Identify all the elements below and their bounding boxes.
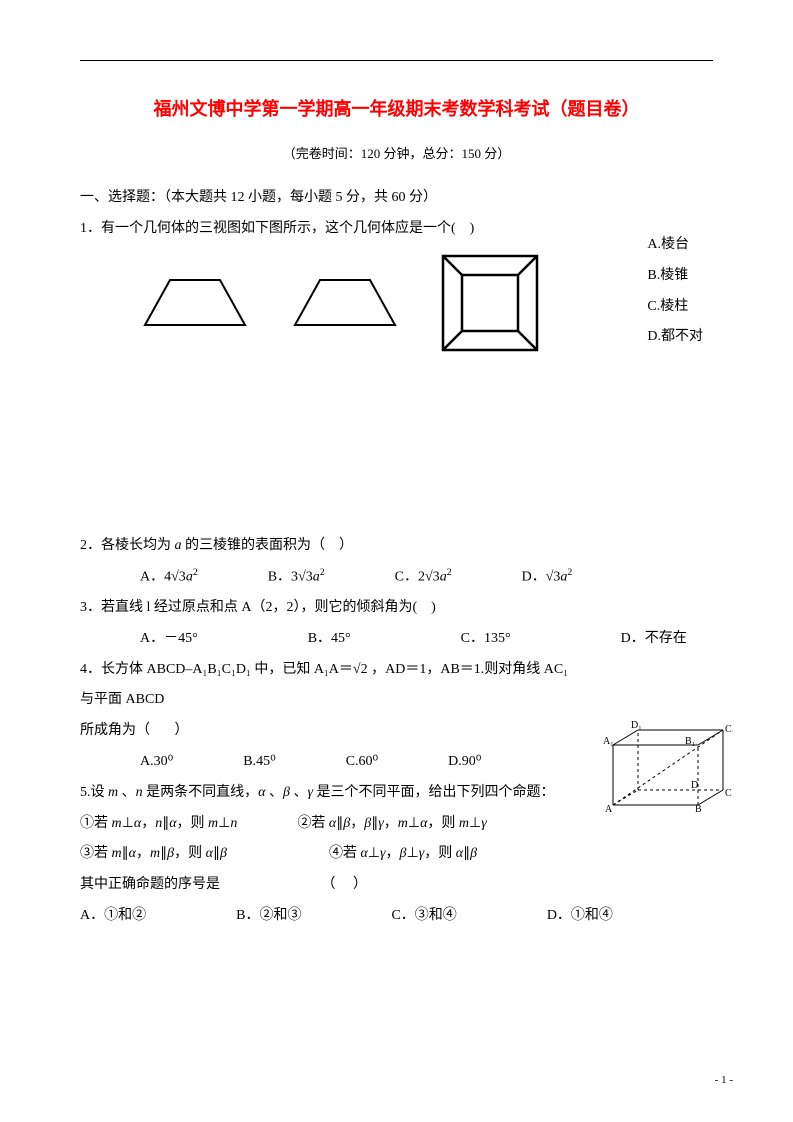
spacer [80, 361, 713, 531]
q2-var: a [175, 538, 182, 553]
q2-suffix: 的三棱锥的表面积为（ ） [182, 538, 354, 553]
q5-stmt-4: ④若 α⊥γ，β⊥γ，则 α∥β [329, 839, 477, 870]
top-rule [80, 60, 713, 61]
q3-option-d: D．不存在 [621, 624, 687, 655]
q4-option-a: A.30⁰ [140, 747, 173, 778]
svg-text:C₁: C₁ [725, 724, 733, 735]
q5-option-b: B．②和③ [236, 901, 301, 932]
section-1-heading: 一、选择题：（本大题共 12 小题，每小题 5 分，共 60 分） [80, 183, 713, 214]
q5-option-d: D．①和④ [547, 901, 613, 932]
q4-option-c: C.60⁰ [346, 747, 378, 778]
q5-options: A．①和② B．②和③ C．③和④ D．①和④ [80, 901, 713, 932]
question-3: 3．若直线 l 经过原点和点 A（2，2），则它的倾斜角为( ) [80, 593, 713, 624]
svg-text:A₁: A₁ [603, 736, 614, 747]
q5-ask: 其中正确命题的序号是 （ ） [80, 870, 713, 901]
q3-option-c: C．135° [461, 624, 511, 655]
question-2: 2．各棱长均为 a 的三棱锥的表面积为（ ） [80, 531, 713, 562]
q5-option-a: A．①和② [80, 901, 146, 932]
q2-prefix: 2．各棱长均为 [80, 538, 175, 553]
q4-option-d: D.90⁰ [448, 747, 481, 778]
exam-page: 福州文博中学第一学期高一年级期末考数学科考试（题目卷） （完卷时间：120 分钟… [0, 0, 793, 1122]
question-1: 1．有一个几何体的三视图如下图所示，这个几何体应是一个( ) [80, 214, 713, 245]
svg-text:C: C [725, 788, 732, 799]
q2-option-c: C．2√3a2 [395, 562, 452, 593]
trapezoid-icon [290, 275, 400, 330]
trapezoid-icon [140, 275, 250, 330]
svg-text:A: A [605, 804, 613, 815]
q3-options: A．－45° B．45° C．135° D．不存在 [140, 624, 713, 655]
q1-options: A.棱台 B.棱锥 C.棱柱 D.都不对 [647, 230, 703, 353]
q5-stmt-1: ①若 m⊥α，n∥α，则 m⊥n [80, 809, 237, 840]
q2-option-a: A．4√3a2 [140, 562, 198, 593]
page-number: - 1 - [715, 1068, 733, 1092]
q4-sqrt2: √2 [353, 662, 368, 677]
q2-option-d: D．√3a2 [522, 562, 573, 593]
q1-figures [140, 253, 713, 353]
q1-option-c: C.棱柱 [647, 292, 703, 323]
q4-cube-figure: A B C D A₁ B₁ C₁ D₁ [603, 720, 733, 828]
q1-option-b: B.棱锥 [647, 261, 703, 292]
q5-stmt-2: ②若 α∥β，β∥γ，m⊥α，则 m⊥γ [297, 809, 486, 840]
exam-title: 福州文博中学第一学期高一年级期末考数学科考试（题目卷） [80, 90, 713, 130]
svg-text:B₁: B₁ [685, 736, 695, 747]
q3-option-a: A．－45° [140, 624, 198, 655]
q4-prefix: 4．长方体 ABCD–A₁B₁C₁D₁ 中，已知 A₁A＝ [80, 662, 353, 677]
q3-option-b: B．45° [308, 624, 351, 655]
q1-option-a: A.棱台 [647, 230, 703, 261]
svg-text:D₁: D₁ [631, 720, 642, 731]
exam-subtitle: （完卷时间：120 分钟，总分：150 分） [80, 140, 713, 169]
cuboid-icon: A B C D A₁ B₁ C₁ D₁ [603, 720, 733, 815]
svg-text:D: D [691, 780, 698, 791]
q4-option-b: B.45⁰ [243, 747, 275, 778]
q2-options: A．4√3a2 B．3√3a2 C．2√3a2 D．√3a2 [140, 562, 713, 593]
q5-stmt-3: ③若 m∥α，m∥β，则 α∥β [80, 839, 227, 870]
q5-option-c: C．③和④ [391, 901, 456, 932]
frustum-top-view-icon [440, 253, 540, 353]
svg-text:B: B [695, 804, 702, 815]
q2-option-b: B．3√3a2 [268, 562, 325, 593]
q1-option-d: D.都不对 [647, 322, 703, 353]
q5-statements-row2: ③若 m∥α，m∥β，则 α∥β ④若 α⊥γ，β⊥γ，则 α∥β [80, 839, 713, 870]
question-4-line1: 4．长方体 ABCD–A₁B₁C₁D₁ 中，已知 A₁A＝√2 ，AD＝1，AB… [80, 655, 713, 717]
